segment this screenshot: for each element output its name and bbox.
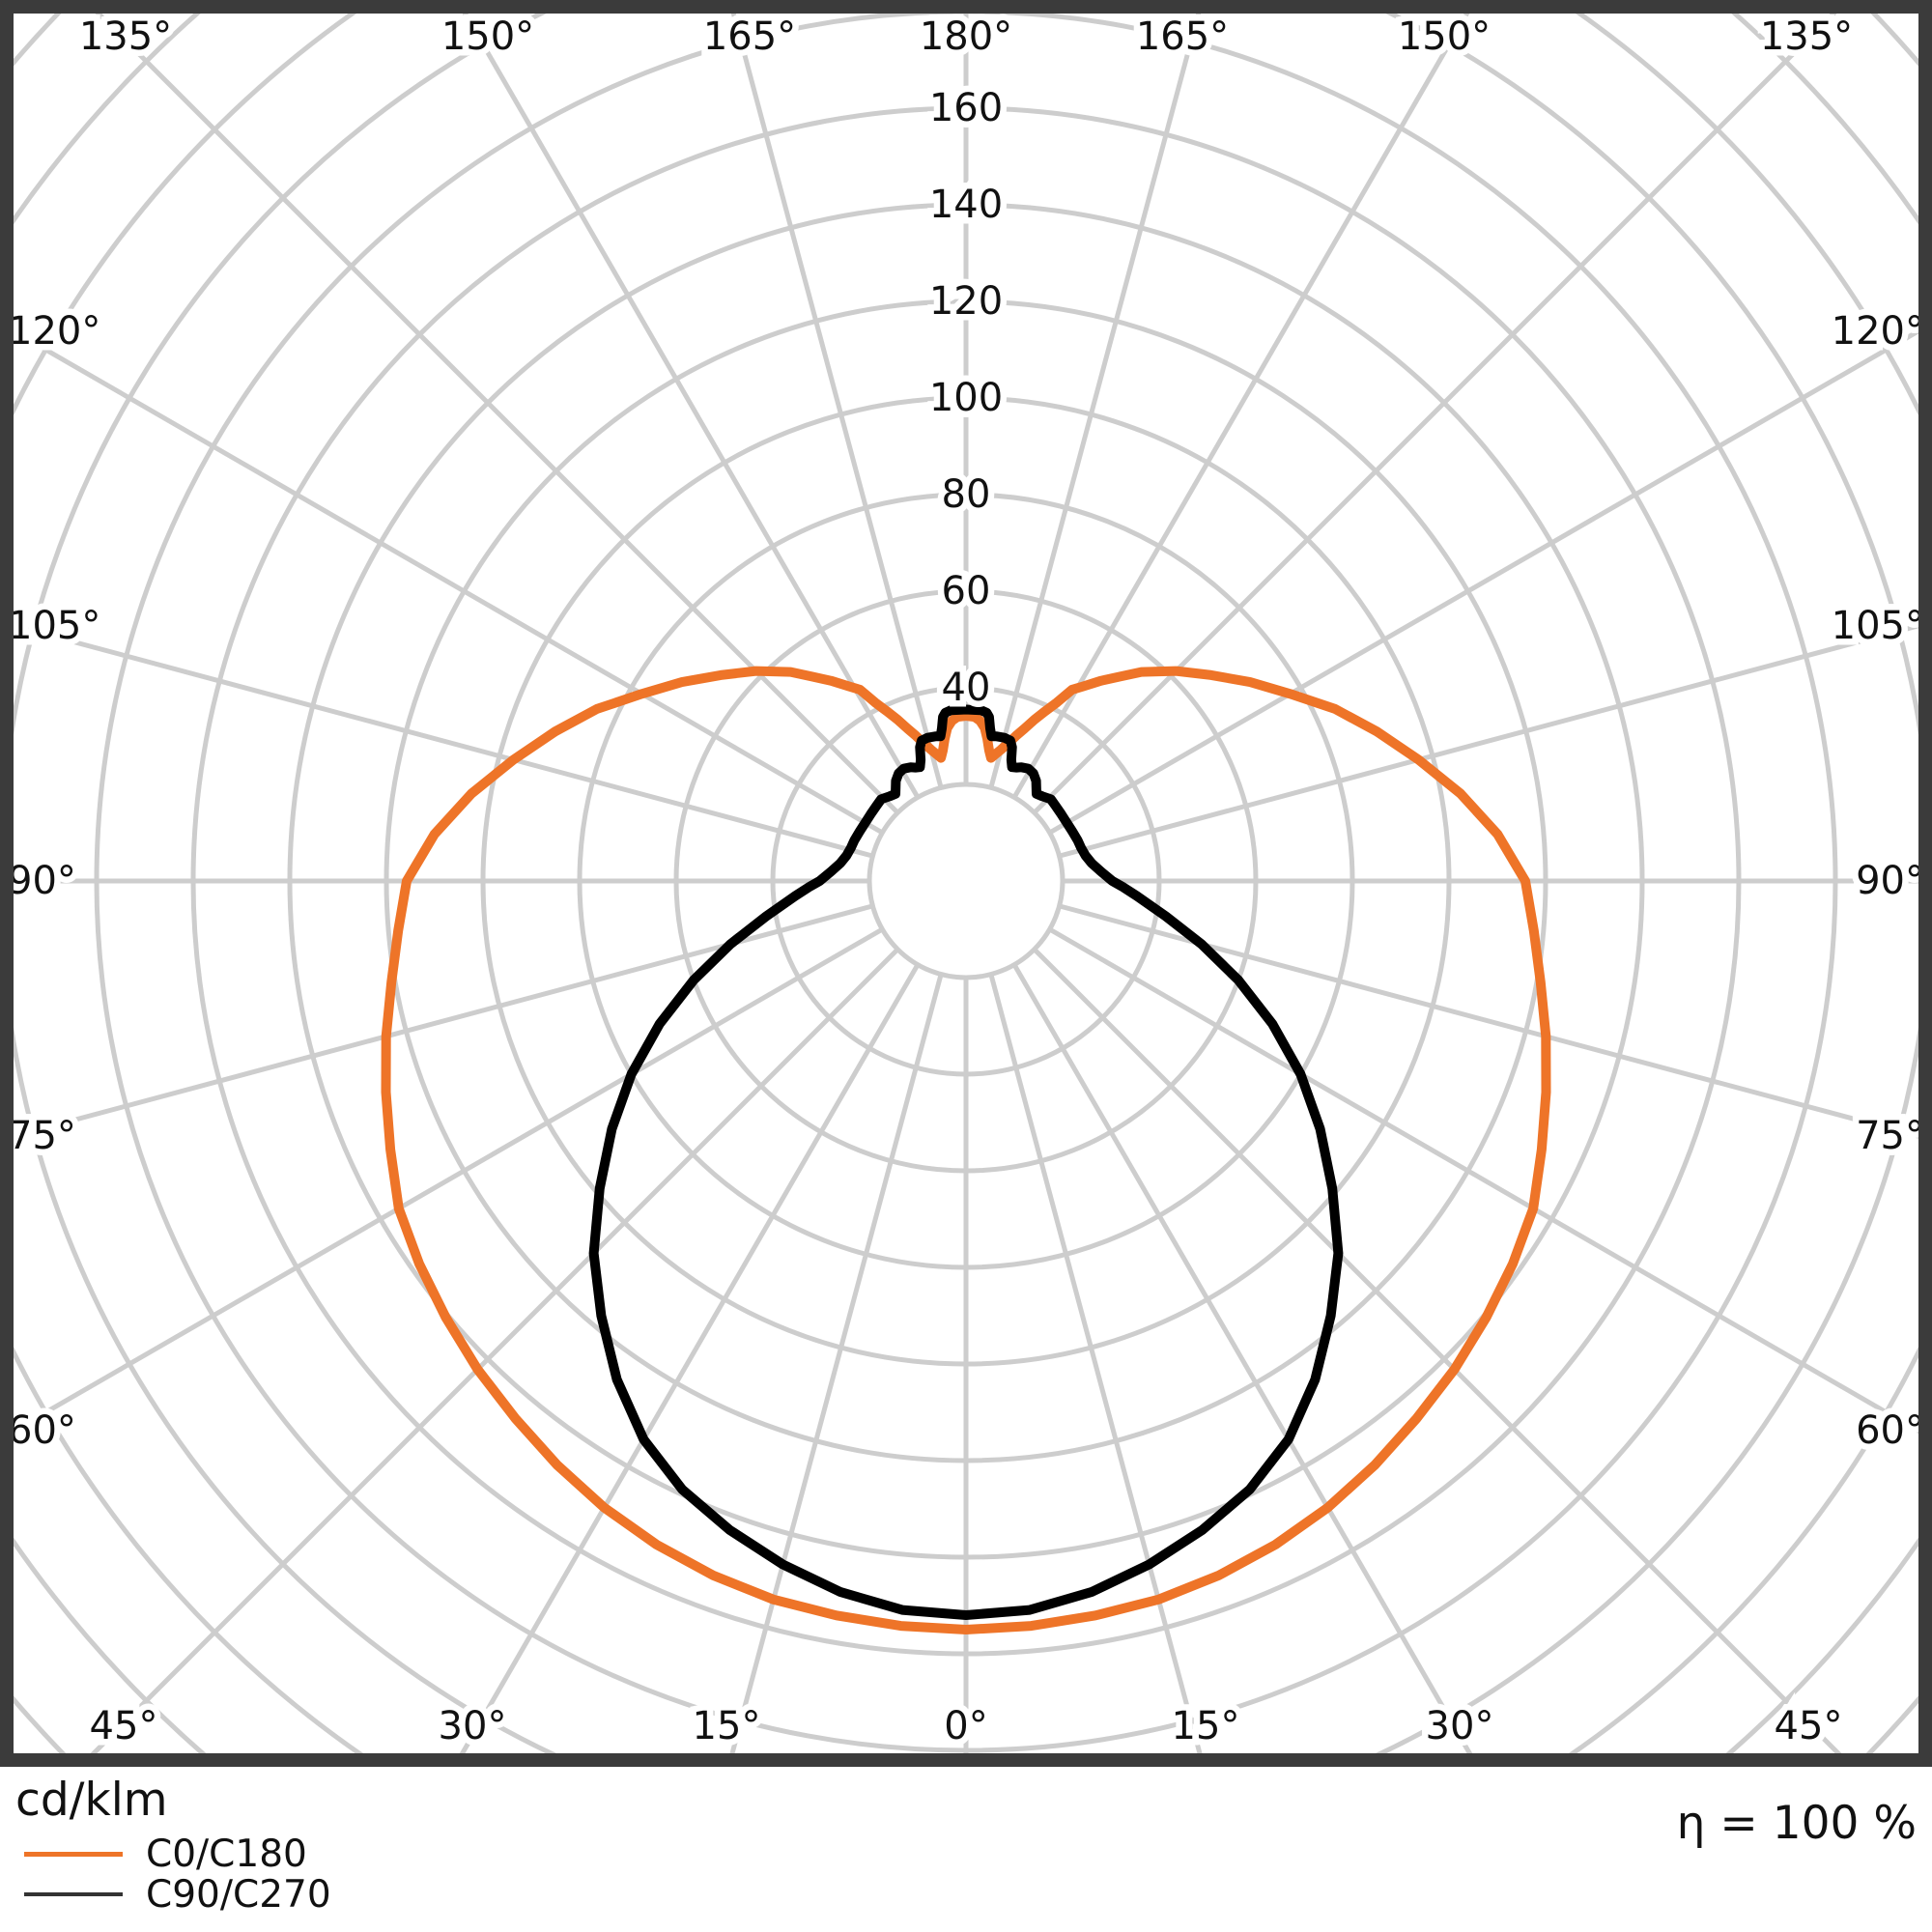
- tick-label: 80: [942, 472, 991, 517]
- radial-unit-label: cd/klm: [15, 1774, 168, 1827]
- tick-label: 60°: [8, 1408, 76, 1453]
- tick-label: 75°: [8, 1114, 76, 1158]
- tick-label: 75°: [1856, 1114, 1924, 1158]
- tick-label: 150°: [1398, 14, 1491, 59]
- tick-label: 150°: [441, 14, 534, 59]
- tick-label: 40: [942, 666, 991, 710]
- tick-label: 30°: [439, 1704, 507, 1748]
- tick-label: 15°: [1172, 1704, 1240, 1748]
- tick-label: 105°: [1832, 604, 1924, 648]
- tick-label: 90°: [1856, 859, 1924, 903]
- tick-label: 135°: [79, 14, 172, 59]
- tick-label: 140: [929, 183, 1003, 227]
- tick-label: 105°: [8, 604, 100, 648]
- tick-label: 165°: [703, 14, 796, 59]
- legend-swatch-c0-c180: [24, 1851, 123, 1857]
- tick-label: 120: [929, 279, 1003, 324]
- tick-label: 60°: [1856, 1408, 1924, 1453]
- tick-label: 45°: [1775, 1704, 1843, 1748]
- tick-label: 0°: [944, 1704, 987, 1748]
- angle-tick-labels: 135° 150° 165° 180° 165° 150° 135° 120° 105° 90° 7…: [2, 9, 1931, 1755]
- legend-item-c90-c270: C90/C270: [24, 1874, 331, 1915]
- curve-c0-c180: [381, 666, 1551, 1634]
- tick-label: 120°: [1832, 309, 1924, 354]
- legend-item-c0-c180: C0/C180: [24, 1833, 331, 1874]
- tick-label: 30°: [1426, 1704, 1494, 1748]
- curve-c90-c270: [588, 704, 1344, 1620]
- tick-label: 90°: [8, 859, 76, 903]
- legend-label-c90-c270: C90/C270: [146, 1872, 331, 1917]
- tick-label: 180°: [920, 14, 1012, 59]
- plot-border: [0, 0, 1932, 1767]
- tick-label: 160: [929, 86, 1003, 130]
- legend: C0/C180 C90/C270: [24, 1833, 331, 1915]
- tick-label: 165°: [1136, 14, 1229, 59]
- tick-label: 45°: [90, 1704, 158, 1748]
- tick-label: 135°: [1760, 14, 1853, 59]
- radial-tick-labels: 40 60 80 100 120 140 160: [923, 80, 1009, 717]
- tick-label: 15°: [693, 1704, 761, 1748]
- legend-swatch-c90-c270: [24, 1892, 123, 1896]
- tick-label: 100: [929, 376, 1003, 420]
- tick-label: 120°: [8, 309, 100, 354]
- efficiency-label: η = 100 %: [1676, 1797, 1917, 1850]
- tick-label: 60: [942, 569, 991, 613]
- legend-label-c0-c180: C0/C180: [146, 1832, 307, 1876]
